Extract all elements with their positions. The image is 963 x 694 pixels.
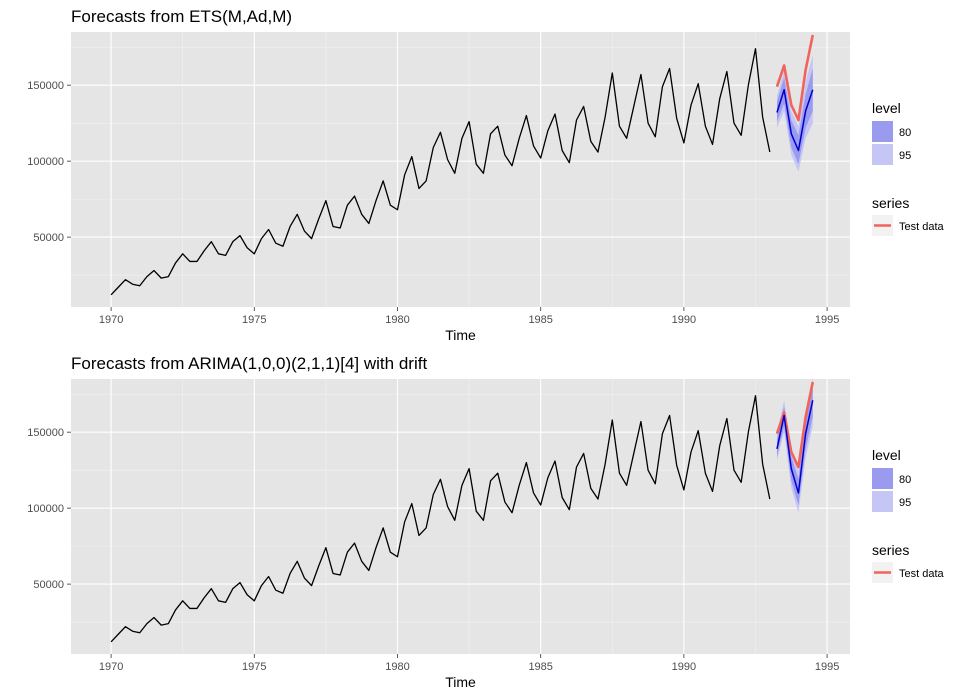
band-95 <box>776 54 813 172</box>
x-tick-label: 1980 <box>385 314 409 326</box>
legend-level-swatch <box>872 121 893 142</box>
y-tick-label: 150000 <box>27 427 64 439</box>
legend-series-label: Test data <box>899 568 945 580</box>
legend-level-swatch <box>872 468 893 489</box>
forecast-mean-line <box>776 400 814 494</box>
legend-level-swatch <box>872 144 893 165</box>
x-axis-title: Time <box>445 327 476 343</box>
x-tick-label: 1990 <box>672 314 696 326</box>
x-tick-label: 1970 <box>99 314 123 326</box>
plot-panel <box>71 379 850 654</box>
legend-series-label: Test data <box>899 221 945 233</box>
legend-series-title: series <box>872 195 909 211</box>
x-tick-label: 1980 <box>385 661 409 673</box>
x-tick-label: 1985 <box>528 314 552 326</box>
legend-series-title: series <box>872 542 909 558</box>
forecast-mean-line <box>776 88 814 152</box>
x-tick-label: 1975 <box>242 661 266 673</box>
test-data-line <box>775 34 815 122</box>
x-tick-label: 1970 <box>99 661 123 673</box>
legend-level-label: 95 <box>899 497 911 509</box>
x-axis-title: Time <box>445 674 476 690</box>
band-80 <box>776 68 813 165</box>
legend-level-label: 95 <box>899 150 911 162</box>
x-tick-label: 1990 <box>672 661 696 673</box>
y-tick-label: 50000 <box>33 579 64 591</box>
legend-level-label: 80 <box>899 127 911 139</box>
arima-forecast-chart: Forecasts from ARIMA(1,0,0)(2,1,1)[4] wi… <box>27 354 945 690</box>
y-tick-label: 100000 <box>27 503 64 515</box>
test-data-line <box>775 381 815 469</box>
legend-level-title: level <box>872 447 901 463</box>
x-tick-label: 1995 <box>815 314 839 326</box>
y-tick-label: 100000 <box>27 156 64 168</box>
y-tick-label: 50000 <box>33 232 64 244</box>
history-series-line <box>110 48 771 296</box>
ets-chart-title: Forecasts from ETS(M,Ad,M) <box>71 7 292 26</box>
arima-chart-title: Forecasts from ARIMA(1,0,0)(2,1,1)[4] wi… <box>71 354 427 373</box>
x-tick-label: 1985 <box>528 661 552 673</box>
ets-forecast-chart: Forecasts from ETS(M,Ad,M) 1970 1975 1980 19… <box>27 7 945 343</box>
x-tick-label: 1975 <box>242 314 266 326</box>
legend-level-label: 80 <box>899 474 911 486</box>
plot-panel <box>71 32 850 307</box>
legend-level-swatch <box>872 491 893 512</box>
x-tick-label: 1995 <box>815 661 839 673</box>
legend-level-title: level <box>872 100 901 116</box>
history-series-line <box>110 395 771 643</box>
y-tick-label: 150000 <box>27 80 64 92</box>
